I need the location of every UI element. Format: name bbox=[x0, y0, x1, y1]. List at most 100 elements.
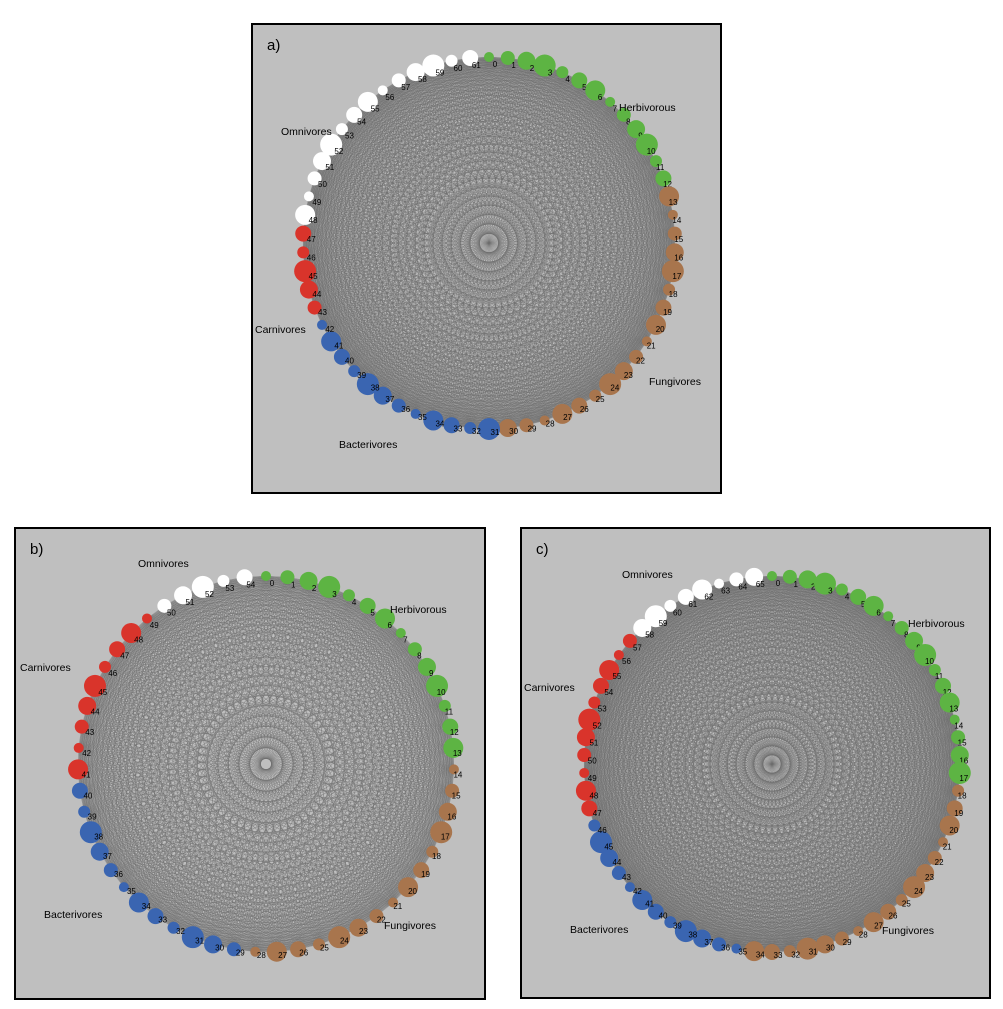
node-7 bbox=[883, 611, 894, 622]
node-label-49: 49 bbox=[312, 198, 321, 207]
node-8 bbox=[407, 642, 422, 657]
node-label-62: 62 bbox=[704, 592, 713, 601]
node-label-51: 51 bbox=[185, 598, 194, 607]
node-25 bbox=[895, 894, 908, 907]
node-20 bbox=[398, 877, 419, 898]
node-18 bbox=[663, 283, 676, 296]
node-46 bbox=[297, 246, 310, 259]
node-7 bbox=[605, 96, 616, 107]
node-12 bbox=[935, 677, 952, 694]
node-label-13: 13 bbox=[453, 749, 462, 758]
node-65 bbox=[745, 567, 764, 586]
node-27 bbox=[266, 941, 287, 962]
node-label-34: 34 bbox=[435, 420, 444, 429]
node-label-46: 46 bbox=[307, 253, 316, 262]
node-label-34: 34 bbox=[142, 902, 151, 911]
node-label-0: 0 bbox=[493, 60, 498, 69]
node-label-5: 5 bbox=[861, 600, 866, 609]
node-28 bbox=[853, 926, 864, 937]
node-label-45: 45 bbox=[604, 842, 613, 851]
node-37 bbox=[373, 386, 392, 405]
node-0 bbox=[484, 52, 494, 62]
node-label-4: 4 bbox=[565, 75, 570, 84]
node-label-33: 33 bbox=[158, 916, 167, 925]
node-label-11: 11 bbox=[935, 672, 944, 681]
node-55 bbox=[599, 660, 620, 680]
node-label-52: 52 bbox=[593, 721, 602, 730]
node-4 bbox=[556, 66, 569, 79]
node-label-35: 35 bbox=[418, 413, 427, 422]
node-35 bbox=[410, 408, 421, 419]
node-label-30: 30 bbox=[215, 944, 224, 953]
node-label-18: 18 bbox=[669, 290, 678, 299]
node-23 bbox=[614, 362, 633, 381]
node-9 bbox=[905, 631, 924, 650]
node-label-38: 38 bbox=[94, 833, 103, 842]
node-35 bbox=[118, 882, 129, 893]
node-label-46: 46 bbox=[108, 669, 117, 678]
node-15 bbox=[445, 783, 460, 798]
node-label-35: 35 bbox=[127, 887, 136, 896]
node-43 bbox=[611, 866, 626, 881]
node-label-43: 43 bbox=[622, 873, 631, 882]
node-55 bbox=[357, 91, 378, 112]
node-label-4: 4 bbox=[845, 592, 850, 601]
node-label-61: 61 bbox=[472, 61, 481, 70]
node-label-51: 51 bbox=[589, 739, 598, 748]
node-56 bbox=[613, 649, 624, 660]
node-label-6: 6 bbox=[876, 609, 881, 618]
node-3 bbox=[813, 572, 836, 595]
node-19 bbox=[413, 862, 430, 879]
node-label-54: 54 bbox=[604, 688, 613, 697]
panel-label-c: c) bbox=[536, 541, 549, 558]
node-48 bbox=[121, 622, 142, 643]
node-5 bbox=[359, 597, 376, 614]
network-graph-c: 0123456789101112131415161718192021222324… bbox=[524, 567, 971, 962]
node-22 bbox=[369, 909, 384, 924]
node-label-63: 63 bbox=[721, 587, 730, 596]
node-label-45: 45 bbox=[309, 272, 318, 281]
node-label-21: 21 bbox=[393, 902, 402, 911]
node-11 bbox=[438, 699, 451, 712]
node-label-17: 17 bbox=[672, 272, 681, 281]
node-5 bbox=[571, 72, 588, 89]
node-label-1: 1 bbox=[511, 61, 516, 70]
node-12 bbox=[442, 718, 459, 735]
node-23 bbox=[349, 918, 368, 937]
node-29 bbox=[834, 931, 849, 946]
node-34 bbox=[744, 941, 765, 962]
node-label-15: 15 bbox=[958, 739, 967, 748]
node-9 bbox=[627, 120, 646, 139]
node-label-30: 30 bbox=[509, 427, 518, 436]
node-label-21: 21 bbox=[647, 341, 656, 350]
group-label-omnivores: Omnivores bbox=[622, 569, 673, 581]
node-label-15: 15 bbox=[452, 792, 461, 801]
node-label-12: 12 bbox=[450, 728, 459, 737]
node-31 bbox=[181, 926, 204, 949]
node-label-24: 24 bbox=[914, 887, 923, 896]
node-label-0: 0 bbox=[270, 579, 275, 588]
group-label-bacterivores: Bacterivores bbox=[570, 924, 628, 936]
node-2 bbox=[798, 570, 817, 589]
node-25 bbox=[312, 938, 325, 951]
group-label-herbivorous: Herbivorous bbox=[619, 102, 676, 114]
node-37 bbox=[90, 842, 109, 861]
node-label-13: 13 bbox=[949, 704, 958, 713]
node-label-30: 30 bbox=[826, 944, 835, 953]
node-label-26: 26 bbox=[889, 911, 898, 920]
node-label-6: 6 bbox=[598, 93, 603, 102]
node-label-26: 26 bbox=[580, 405, 589, 414]
node-label-27: 27 bbox=[874, 922, 883, 931]
node-8 bbox=[616, 107, 631, 122]
node-label-38: 38 bbox=[371, 384, 380, 393]
node-2 bbox=[517, 51, 536, 70]
node-label-55: 55 bbox=[612, 672, 621, 681]
node-10 bbox=[426, 674, 449, 697]
node-label-58: 58 bbox=[418, 75, 427, 84]
node-label-28: 28 bbox=[257, 951, 266, 960]
node-label-8: 8 bbox=[417, 652, 422, 661]
group-label-omnivores: Omnivores bbox=[138, 558, 189, 570]
node-label-6: 6 bbox=[388, 621, 393, 630]
node-label-31: 31 bbox=[809, 948, 818, 957]
node-label-25: 25 bbox=[902, 900, 911, 909]
